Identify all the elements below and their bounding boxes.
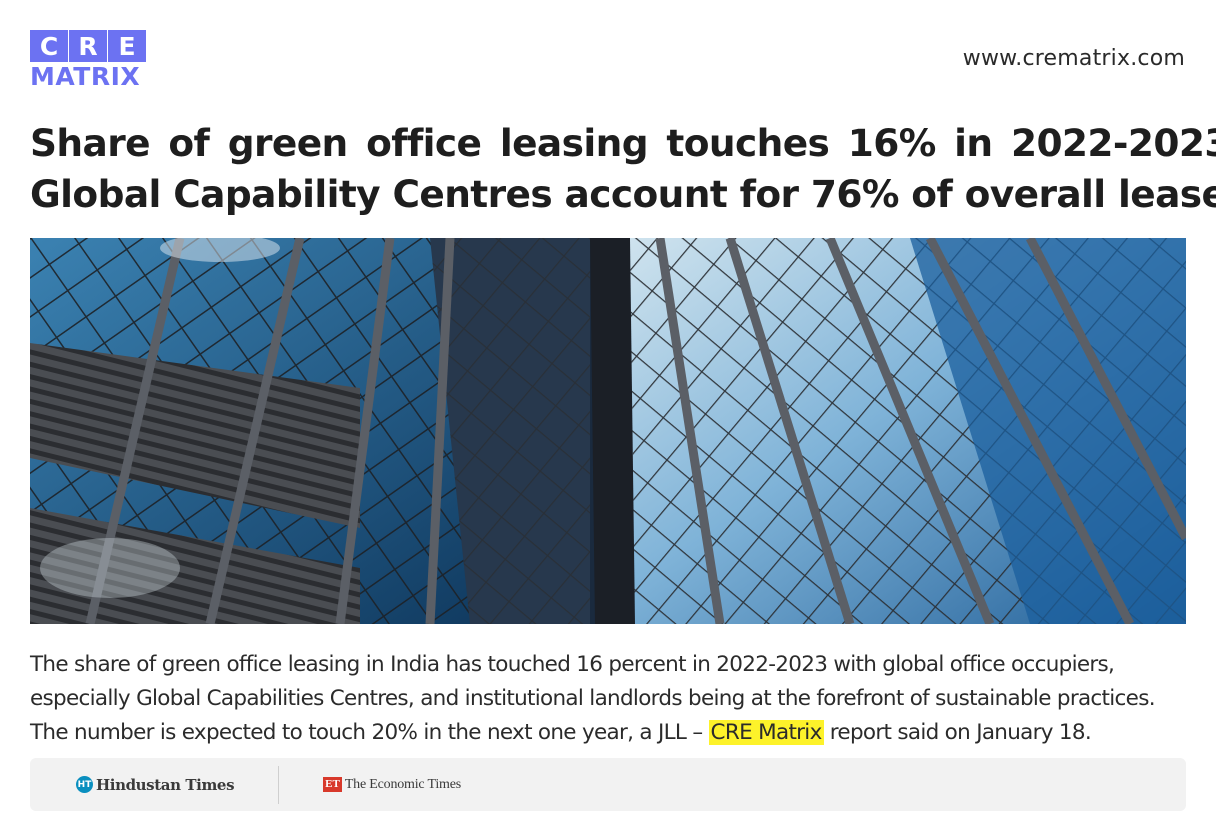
cre-matrix-highlight: CRE Matrix bbox=[708, 720, 824, 745]
article-headline: Share of green office leasing touches 16… bbox=[30, 118, 1216, 220]
building-photo bbox=[30, 238, 1186, 624]
ht-logo-icon: HT bbox=[76, 776, 93, 793]
headline-line-1: Share of green office leasing touches 16… bbox=[30, 121, 1216, 165]
source-bar: HT Hindustan Times ET The Economic Times bbox=[30, 758, 1186, 811]
headline-line-2: Global Capability Centres account for 76… bbox=[30, 172, 1216, 216]
source-divider bbox=[278, 765, 280, 804]
summary-line-3-start: The number is expected to touch 20% in t… bbox=[30, 720, 709, 745]
article-summary: The share of green office leasing in Ind… bbox=[30, 648, 1188, 750]
ht-name: Hindustan Times bbox=[96, 775, 235, 794]
et-name: The Economic Times bbox=[344, 776, 461, 792]
summary-line-1: The share of green office leasing in Ind… bbox=[30, 652, 1115, 677]
source-hindustan-times[interactable]: HT Hindustan Times bbox=[76, 775, 235, 794]
logo-subtitle: MATRIX bbox=[30, 62, 141, 91]
summary-line-3: The number is expected to touch 20% in t… bbox=[30, 716, 1188, 750]
logo-letter-e: E bbox=[108, 30, 146, 62]
source-economic-times[interactable]: ET The Economic Times bbox=[323, 777, 461, 793]
summary-line-2: especially Global Capabilities Centres, … bbox=[30, 686, 1156, 711]
cre-matrix-logo[interactable]: C R E MATRIX bbox=[30, 30, 146, 94]
logo-letter-c: C bbox=[30, 30, 68, 62]
website-url[interactable]: www.crematrix.com bbox=[962, 46, 1185, 71]
logo-letter-r: R bbox=[69, 30, 107, 62]
et-logo-icon: ET bbox=[323, 777, 342, 792]
summary-line-3-end: report said on January 18. bbox=[823, 720, 1092, 745]
logo-letter-boxes: C R E bbox=[30, 30, 146, 62]
